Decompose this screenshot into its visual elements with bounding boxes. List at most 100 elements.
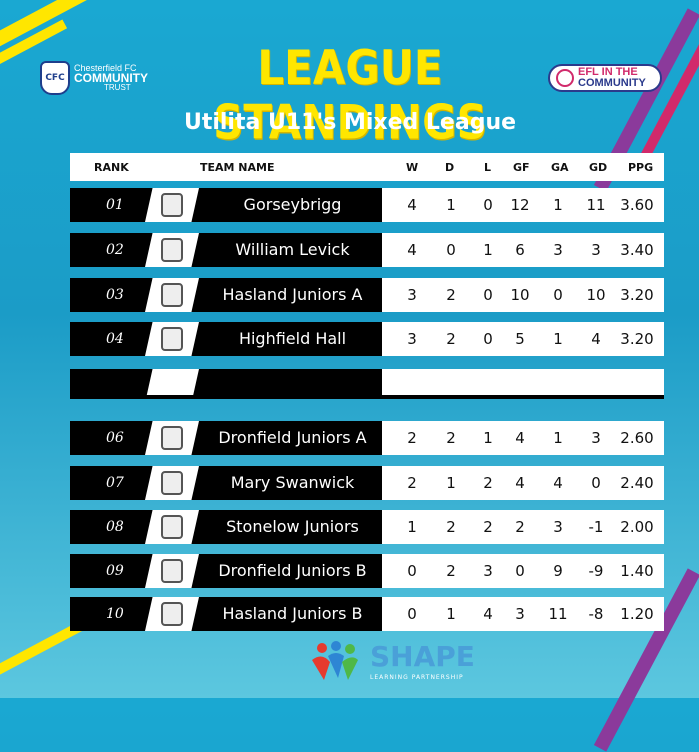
row-team-name: Stonelow Juniors [226, 517, 359, 536]
row-stats-cell [382, 322, 664, 356]
shape-logo-word: SHAPE [370, 640, 475, 673]
shape-logo: SHAPE LEARNING PARTNERSHIP [300, 638, 475, 688]
left-logo-line2: COMMUNITY [74, 71, 148, 85]
table-header: RANK TEAM NAME W D L GF GA GD PPG [70, 153, 664, 181]
table-row: 02 William Levick 4 0 1 6 3 3 3.40 [70, 233, 664, 267]
row-d: 1 [446, 196, 456, 214]
row-gd: 11 [586, 196, 606, 214]
efl-ball-icon [556, 69, 574, 87]
row-stats-cell [382, 554, 664, 588]
row-gf: 4 [515, 474, 525, 492]
school-badge-icon [145, 369, 199, 396]
row-gf: 12 [510, 196, 530, 214]
row-ppg: 2.40 [620, 474, 654, 492]
dronfield-junior-school-badge-icon [145, 554, 199, 588]
col-ga: GA [551, 161, 569, 174]
row-gd: -9 [588, 562, 604, 580]
row-stats-cell [382, 597, 664, 631]
row-rank: 09 [106, 563, 124, 579]
table-row: 06 Dronfield Juniors A 2 2 1 4 1 3 2.60 [70, 421, 664, 455]
row-ga: 0 [553, 286, 563, 304]
badge-emblem-icon [161, 559, 183, 583]
row-d: 2 [446, 518, 456, 536]
row-stats-cell [382, 233, 664, 267]
row-rank: 10 [106, 606, 124, 622]
row-l: 1 [483, 429, 493, 447]
row-team-cell [70, 278, 382, 312]
row-d: 2 [446, 286, 456, 304]
table-row: 04 Highfield Hall 3 2 0 5 1 4 3.20 [70, 322, 664, 356]
row-team-cell [70, 188, 382, 222]
row-ga: 3 [553, 241, 563, 259]
row-ga: 11 [548, 605, 568, 623]
row-l: 2 [483, 518, 493, 536]
efl-in-the-community-logo: EFL IN THE COMMUNITY [548, 64, 662, 92]
table-row-partial [70, 369, 664, 396]
row-gf: 6 [515, 241, 525, 259]
dronfield-junior-school-badge-icon [145, 421, 199, 455]
row-rank: 07 [106, 475, 124, 491]
row-w: 3 [407, 286, 417, 304]
row-rank: 01 [106, 197, 124, 213]
row-gf: 2 [515, 518, 525, 536]
row-team-name: Dronfield Juniors B [218, 561, 367, 580]
table-row: 03 Hasland Juniors A 3 2 0 10 0 10 3.20 [70, 278, 664, 312]
row-rank: 06 [106, 430, 124, 446]
row-gd: 3 [591, 429, 601, 447]
row-ppg: 1.20 [620, 605, 654, 623]
right-logo-line2: COMMUNITY [578, 77, 646, 89]
row-team-cell [70, 510, 382, 544]
row-gf: 5 [515, 330, 525, 348]
col-w: W [406, 161, 419, 174]
row-stats-cell [382, 369, 664, 396]
row-ppg: 1.40 [620, 562, 654, 580]
row-gd: 3 [591, 241, 601, 259]
row-team-name: Gorseybrigg [243, 195, 342, 214]
highfield-hall-shield-icon [145, 322, 199, 356]
row-rank: 02 [106, 242, 124, 258]
row-ga: 1 [553, 196, 563, 214]
row-ppg: 3.40 [620, 241, 654, 259]
page-title: LEAGUE STANDINGS [213, 40, 487, 150]
row-stats-cell [382, 278, 664, 312]
badge-emblem-icon [161, 471, 183, 495]
stonelow-juniors-badge-icon [145, 510, 199, 544]
badge-emblem-icon [161, 327, 183, 351]
table-row: 10 Hasland Juniors B 0 1 4 3 11 -8 1.20 [70, 597, 664, 631]
badge-emblem-icon [161, 426, 183, 450]
divider [70, 395, 664, 399]
row-ga: 4 [553, 474, 563, 492]
row-stats-cell [382, 466, 664, 500]
row-gd: -8 [588, 605, 604, 623]
col-ppg: PPG [628, 161, 654, 174]
left-logo-line3: TRUST [104, 83, 131, 92]
row-stats-cell [382, 510, 664, 544]
row-ppg: 3.20 [620, 330, 654, 348]
row-w: 1 [407, 518, 417, 536]
row-gf: 10 [510, 286, 530, 304]
row-w: 2 [407, 474, 417, 492]
row-ppg: 3.60 [620, 196, 654, 214]
table-row: 08 Stonelow Juniors 1 2 2 2 3 -1 2.00 [70, 510, 664, 544]
badge-emblem-icon [161, 515, 183, 539]
row-w: 2 [407, 429, 417, 447]
row-team-name: Dronfield Juniors A [218, 428, 367, 447]
row-w: 3 [407, 330, 417, 348]
row-team-cell [70, 597, 382, 631]
row-team-name: Hasland Juniors B [222, 604, 363, 623]
row-ga: 1 [553, 330, 563, 348]
row-team-name: Hasland Juniors A [222, 285, 363, 304]
row-team-cell [70, 421, 382, 455]
row-ppg: 2.60 [620, 429, 654, 447]
row-l: 3 [483, 562, 493, 580]
col-gd: GD [589, 161, 608, 174]
col-rank: RANK [94, 161, 129, 174]
row-rank: 08 [106, 519, 124, 535]
row-w: 4 [407, 241, 417, 259]
row-d: 2 [446, 330, 456, 348]
row-stats-cell [382, 421, 664, 455]
row-rank: 03 [106, 287, 124, 303]
row-team-name: Highfield Hall [238, 329, 347, 348]
row-team-name: Mary Swanwick [230, 473, 355, 492]
row-l: 0 [483, 196, 493, 214]
